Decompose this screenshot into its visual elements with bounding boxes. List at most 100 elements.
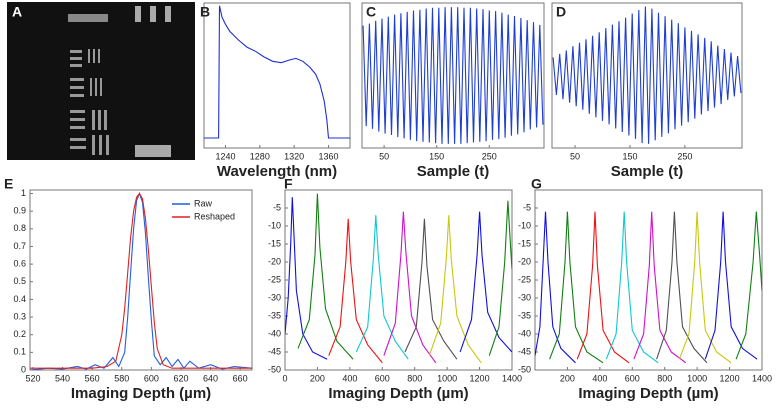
y-tick-label: -35 (268, 310, 281, 320)
data-line (404, 218, 458, 360)
legend-label: Reshaped (194, 211, 235, 221)
target-bars (70, 49, 109, 155)
x-tick-label: 200 (560, 373, 575, 383)
x-tick-label: 1280 (250, 151, 270, 161)
data-line (552, 6, 742, 144)
target-bar (150, 6, 156, 22)
y-tick-label: -25 (518, 274, 531, 284)
x-tick-label: 250 (482, 151, 497, 161)
y-tick-label: 1 (21, 188, 26, 198)
y-tick-label: -15 (268, 238, 281, 248)
data-line (488, 200, 512, 356)
x-tick-label: 1400 (502, 373, 522, 383)
x-tick-label: 660 (233, 373, 248, 383)
x-tick-label: 1200 (720, 373, 740, 383)
x-axis-label: Imaging Depth (µm) (71, 385, 211, 402)
x-tick-label: 150 (622, 151, 637, 161)
x-tick-label: 800 (657, 373, 672, 383)
y-tick-label: -50 (268, 364, 281, 374)
target-bar (165, 6, 171, 22)
x-tick-label: 150 (429, 151, 444, 161)
x-axis-label: Imaging Depth (µm) (578, 385, 718, 402)
y-tick-label: 0.8 (13, 223, 26, 233)
panel-label: A (12, 4, 22, 20)
y-tick-label: -40 (518, 328, 531, 338)
x-axis-label: Sample (t) (417, 163, 490, 180)
y-tick-label: 0.6 (13, 258, 26, 268)
x-tick-label: 600 (625, 373, 640, 383)
data-line (285, 197, 328, 360)
panel-label: E (4, 176, 13, 192)
x-tick-label: 1360 (319, 151, 339, 161)
y-tick-label: -45 (518, 346, 531, 356)
panel-label: G (531, 176, 542, 192)
x-tick-label: 200 (310, 373, 325, 383)
target-bar (135, 6, 141, 22)
y-tick-label: -40 (268, 328, 281, 338)
x-tick-label: 560 (85, 373, 100, 383)
y-tick-label: 0.4 (13, 294, 26, 304)
data-line (383, 211, 437, 364)
data-line (204, 5, 350, 139)
image-panel: A (7, 2, 195, 160)
panel-label: B (200, 4, 210, 20)
y-tick-label: 0.9 (13, 206, 26, 216)
y-tick-label: -5 (523, 202, 531, 212)
y-tick-label: -10 (518, 220, 531, 230)
y-tick-label: -20 (268, 256, 281, 266)
y-tick-label: -50 (518, 364, 531, 374)
y-tick-label: 0.3 (13, 311, 26, 321)
x-tick-label: 400 (592, 373, 607, 383)
x-tick-label: 620 (173, 373, 188, 383)
x-tick-label: 1320 (284, 151, 304, 161)
data-line (328, 218, 383, 364)
y-tick-label: 0.2 (13, 329, 26, 339)
y-tick-label: -45 (268, 346, 281, 356)
data-line (576, 211, 630, 364)
data-line (678, 211, 732, 364)
data-line (704, 211, 758, 360)
x-tick-label: 600 (144, 373, 159, 383)
x-tick-label: 600 (375, 373, 390, 383)
y-tick-label: -15 (518, 238, 531, 248)
x-tick-label: 800 (407, 373, 422, 383)
y-tick-label: -30 (518, 292, 531, 302)
data-line (535, 211, 576, 364)
data-line (549, 211, 604, 364)
panel-label: C (366, 4, 376, 20)
y-tick-label: 0.1 (13, 347, 26, 357)
legend-label: Raw (194, 198, 213, 208)
data-line (633, 211, 687, 364)
panel-label: F (284, 176, 293, 192)
x-axis-label: Imaging Depth (µm) (328, 385, 468, 402)
x-axis-label: Sample (t) (611, 163, 684, 180)
x-tick-label: 640 (203, 373, 218, 383)
y-tick-label: 0 (21, 364, 26, 374)
x-axis-label: Wavelength (nm) (217, 163, 337, 180)
target-bar (135, 145, 171, 157)
y-tick-label: 0.7 (13, 241, 26, 251)
y-tick-label: -20 (518, 256, 531, 266)
y-tick-label: -35 (518, 310, 531, 320)
y-tick-label: -25 (268, 274, 281, 284)
x-tick-label: 580 (114, 373, 129, 383)
data-line (605, 211, 659, 364)
y-tick-label: -5 (273, 202, 281, 212)
x-tick-label: 1200 (470, 373, 490, 383)
x-tick-label: 1000 (437, 373, 457, 383)
data-line (362, 7, 544, 144)
data-line (428, 215, 482, 364)
x-tick-label: 250 (677, 151, 692, 161)
data-line (735, 211, 762, 360)
target-bar (68, 14, 108, 22)
x-tick-label: 1000 (687, 373, 707, 383)
data-line (355, 215, 409, 360)
x-tick-label: 520 (25, 373, 40, 383)
data-line (297, 193, 354, 360)
y-tick-label: -10 (268, 220, 281, 230)
x-tick-label: 1400 (752, 373, 772, 383)
x-tick-label: 1240 (215, 151, 235, 161)
x-tick-label: 0 (282, 373, 287, 383)
plot-frame (29, 189, 253, 371)
